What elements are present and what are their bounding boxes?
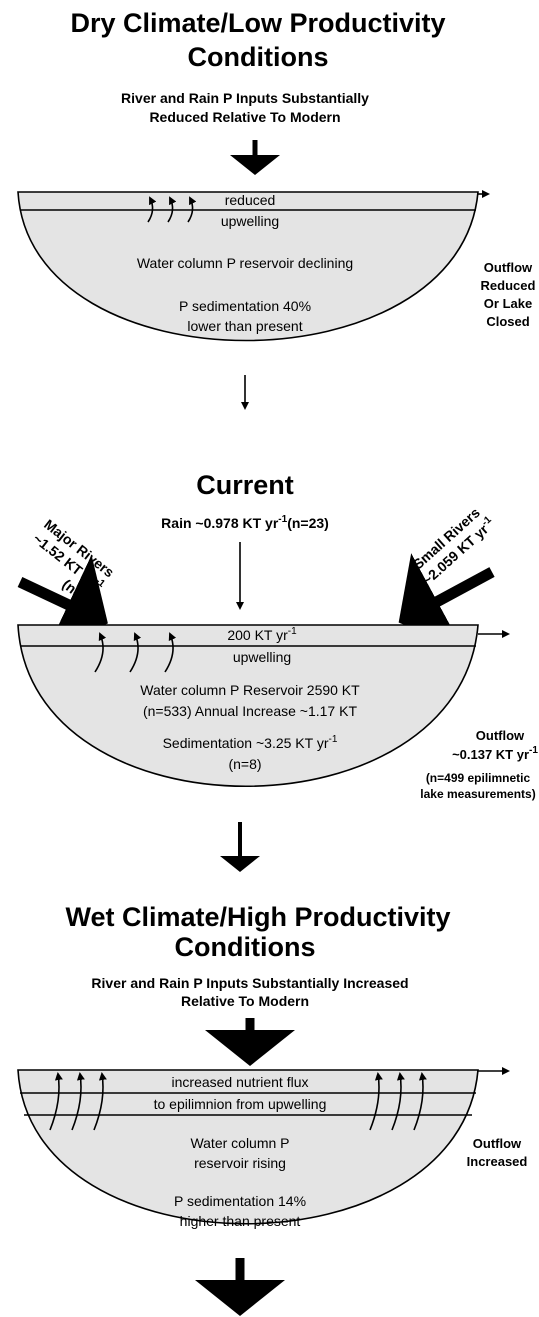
lake: [17, 1069, 479, 1225]
title: Conditions: [175, 932, 316, 962]
text: (n=23): [287, 515, 329, 531]
sup: -1: [329, 734, 338, 745]
upwelling-arrow: [94, 632, 107, 673]
upwelling-arrow: [71, 1072, 85, 1131]
title: Wet Climate/High Productivity: [65, 902, 450, 932]
lake: [17, 191, 479, 342]
upwelling-arrow: [391, 1072, 405, 1131]
label: higher than present: [180, 1213, 301, 1229]
sup: -1: [529, 745, 538, 756]
label: Sedimentation ~3.25 KT yr-1: [163, 734, 338, 751]
text: 200 KT yr: [227, 627, 288, 643]
label: upwelling: [221, 213, 279, 229]
sup: -1: [288, 626, 297, 637]
label: Water column P: [190, 1135, 289, 1151]
outflow: Reduced: [481, 278, 536, 293]
label: reduced: [225, 192, 276, 208]
rain: Rain ~0.978 KT yr-1(n=23): [161, 514, 329, 531]
upwelling-arrow: [129, 632, 142, 673]
subtitle: River and Rain P Inputs Substantially: [121, 90, 369, 106]
upwelling-arrow: [93, 1072, 107, 1131]
label: P sedimentation 14%: [174, 1193, 306, 1209]
label: 200 KT yr-1: [227, 626, 297, 643]
outflow: lake measurements): [420, 787, 535, 801]
outflow: Outflow: [473, 1136, 522, 1151]
panel-dry: Dry Climate/Low Productivity Conditions …: [17, 8, 536, 410]
text: Rain ~0.978 KT yr: [161, 515, 279, 531]
outflow: Increased: [467, 1154, 528, 1169]
panel-current: Current Rain ~0.978 KT yr-1(n=23) Major …: [17, 470, 538, 872]
label: (n=533) Annual Increase ~1.17 KT: [143, 703, 357, 719]
text: Sedimentation ~3.25 KT yr: [163, 735, 329, 751]
label: Water column P Reservoir 2590 KT: [140, 682, 360, 698]
label: lower than present: [187, 318, 302, 334]
sup: -1: [278, 514, 287, 525]
title: Conditions: [188, 42, 329, 72]
label: reservoir rising: [194, 1155, 286, 1171]
upwelling-arrow: [147, 196, 157, 223]
outflow: Closed: [486, 314, 529, 329]
upwelling-arrow: [187, 196, 197, 223]
upwelling-arrow: [167, 196, 177, 223]
outflow: (n=499 epilimnetic: [426, 771, 531, 785]
subtitle: River and Rain P Inputs Substantially In…: [91, 975, 408, 991]
panel-wet: Wet Climate/High Productivity Conditions…: [17, 902, 528, 1316]
title: Current: [196, 470, 294, 500]
major-rivers-arrow: [17, 554, 108, 655]
text: ~0.137 KT yr: [452, 747, 529, 762]
upwelling-arrow: [49, 1072, 63, 1131]
label: P sedimentation 40%: [179, 298, 311, 314]
title: Dry Climate/Low Productivity: [70, 8, 445, 38]
subtitle: Relative To Modern: [181, 993, 309, 1009]
label: upwelling: [233, 649, 291, 665]
subtitle: Reduced Relative To Modern: [149, 109, 340, 125]
small-rivers-arrow: [398, 553, 495, 650]
outflow: Or Lake: [484, 296, 532, 311]
label: to epilimnion from upwelling: [154, 1096, 327, 1112]
major-rivers: Major Rivers ~1.52 KT yr-1 (n=15): [30, 516, 117, 614]
label: Water column P reservoir declining: [137, 255, 353, 271]
label: increased nutrient flux: [172, 1074, 309, 1090]
label: (n=8): [228, 756, 261, 772]
outflow: ~0.137 KT yr-1: [452, 745, 538, 762]
upwelling-arrow: [369, 1072, 383, 1131]
outflow: Outflow: [476, 728, 525, 743]
upwelling-arrow: [413, 1072, 427, 1131]
upwelling-arrow: [164, 632, 177, 673]
outflow: Outflow: [484, 260, 533, 275]
